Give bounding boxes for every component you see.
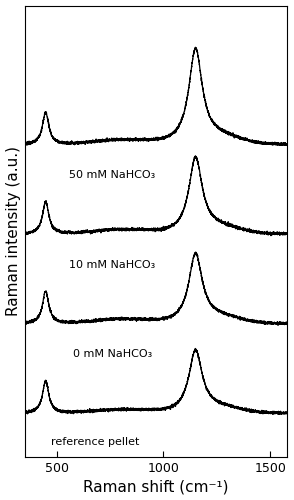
Text: 10 mM NaHCO₃: 10 mM NaHCO₃: [69, 260, 156, 270]
X-axis label: Raman shift (cm⁻¹): Raman shift (cm⁻¹): [83, 480, 229, 494]
Text: 0 mM NaHCO₃: 0 mM NaHCO₃: [73, 350, 152, 360]
Y-axis label: Raman intensity (a.u.): Raman intensity (a.u.): [6, 146, 21, 316]
Text: 50 mM NaHCO₃: 50 mM NaHCO₃: [69, 170, 156, 180]
Text: reference pellet: reference pellet: [51, 437, 139, 447]
